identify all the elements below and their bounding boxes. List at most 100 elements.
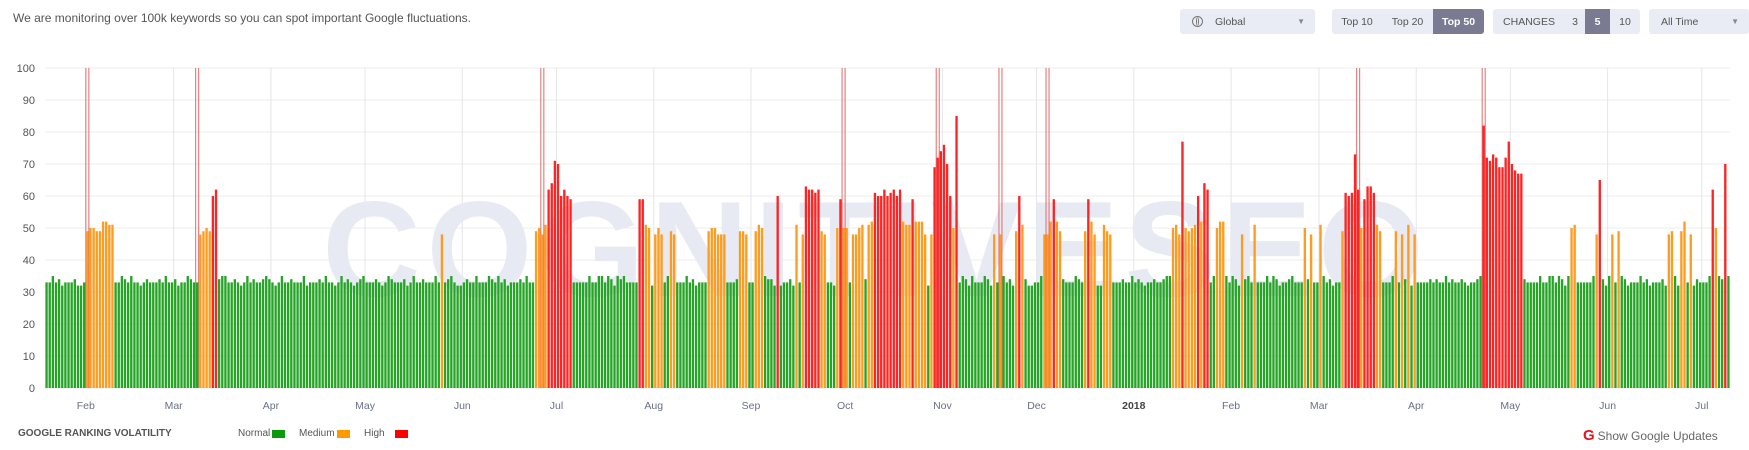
bar-high[interactable] bbox=[911, 199, 914, 388]
bar-normal[interactable] bbox=[1586, 282, 1589, 388]
bar-normal[interactable] bbox=[327, 282, 331, 388]
bar-medium[interactable] bbox=[1021, 224, 1024, 388]
bar-normal[interactable] bbox=[302, 276, 306, 388]
bar-normal[interactable] bbox=[1328, 279, 1332, 388]
bar-normal[interactable] bbox=[249, 282, 252, 388]
bar-medium[interactable] bbox=[854, 234, 858, 388]
google-update-marker[interactable] bbox=[841, 68, 846, 388]
bar-normal[interactable] bbox=[67, 282, 70, 388]
bar-normal[interactable] bbox=[465, 279, 469, 388]
bar-normal[interactable] bbox=[1322, 276, 1325, 388]
bar-normal[interactable] bbox=[1457, 282, 1460, 388]
bar-normal[interactable] bbox=[252, 279, 255, 388]
bar-normal[interactable] bbox=[1388, 282, 1391, 388]
bar-normal[interactable] bbox=[1140, 282, 1143, 388]
bar-normal[interactable] bbox=[61, 285, 64, 388]
bar-normal[interactable] bbox=[1287, 279, 1291, 388]
bar-normal[interactable] bbox=[290, 279, 293, 388]
bar-normal[interactable] bbox=[1250, 282, 1253, 388]
bar-normal[interactable] bbox=[365, 282, 368, 388]
bar-normal[interactable] bbox=[352, 285, 356, 388]
bar-normal[interactable] bbox=[196, 282, 199, 388]
bar-normal[interactable] bbox=[334, 285, 337, 388]
bar-normal[interactable] bbox=[986, 279, 990, 388]
bar-normal[interactable] bbox=[528, 282, 531, 388]
bar-medium[interactable] bbox=[1319, 224, 1322, 388]
bar-normal[interactable] bbox=[1532, 282, 1536, 388]
bar-medium[interactable] bbox=[111, 224, 114, 388]
google-update-marker[interactable] bbox=[935, 68, 940, 388]
bar-normal[interactable] bbox=[1024, 279, 1027, 388]
google-update-marker[interactable] bbox=[195, 68, 200, 388]
bar-normal[interactable] bbox=[1335, 282, 1338, 388]
bar-high[interactable] bbox=[1485, 157, 1488, 388]
bar-normal[interactable] bbox=[221, 276, 224, 388]
bar-normal[interactable] bbox=[974, 282, 977, 388]
bar-normal[interactable] bbox=[989, 285, 993, 388]
bar-medium[interactable] bbox=[1058, 231, 1062, 388]
bar-medium[interactable] bbox=[908, 224, 911, 388]
bar-normal[interactable] bbox=[133, 282, 136, 388]
bar-normal[interactable] bbox=[227, 282, 230, 388]
tab-top-50[interactable]: Top 50 bbox=[1433, 9, 1484, 34]
show-google-updates-button[interactable]: G Show Google Updates bbox=[1583, 427, 1718, 444]
bar-normal[interactable] bbox=[1068, 282, 1071, 388]
bar-normal[interactable] bbox=[277, 282, 280, 388]
bar-normal[interactable] bbox=[603, 282, 607, 388]
bar-medium[interactable] bbox=[1303, 228, 1306, 388]
bar-normal[interactable] bbox=[1313, 282, 1316, 388]
bar-normal[interactable] bbox=[531, 282, 535, 388]
bar-normal[interactable] bbox=[126, 282, 130, 388]
bar-normal[interactable] bbox=[958, 282, 961, 388]
bar-high[interactable] bbox=[945, 164, 949, 388]
bar-normal[interactable] bbox=[616, 276, 619, 388]
bar-normal[interactable] bbox=[1454, 282, 1457, 388]
bar-medium[interactable] bbox=[914, 221, 917, 388]
bar-medium[interactable] bbox=[199, 234, 202, 388]
bar-normal[interactable] bbox=[1435, 279, 1438, 388]
bar-high[interactable] bbox=[641, 199, 644, 388]
bar-normal[interactable] bbox=[650, 285, 654, 388]
bar-normal[interactable] bbox=[591, 282, 594, 388]
bar-medium[interactable] bbox=[952, 228, 955, 388]
bar-normal[interactable] bbox=[729, 282, 732, 388]
bar-normal[interactable] bbox=[1127, 282, 1131, 388]
bar-high[interactable] bbox=[1504, 157, 1507, 388]
bar-high[interactable] bbox=[1495, 157, 1498, 388]
bar-high[interactable] bbox=[804, 186, 808, 388]
bar-normal[interactable] bbox=[578, 282, 582, 388]
bar-normal[interactable] bbox=[434, 276, 437, 388]
bar-medium[interactable] bbox=[1171, 228, 1175, 388]
bar-medium[interactable] bbox=[538, 228, 541, 388]
bar-normal[interactable] bbox=[186, 276, 189, 388]
bar-normal[interactable] bbox=[1247, 276, 1250, 388]
bar-normal[interactable] bbox=[625, 282, 629, 388]
bar-normal[interactable] bbox=[305, 285, 309, 388]
bar-normal[interactable] bbox=[418, 282, 422, 388]
bar-high[interactable] bbox=[1196, 196, 1200, 388]
bar-high[interactable] bbox=[880, 196, 883, 388]
bar-normal[interactable] bbox=[1338, 282, 1341, 388]
bar-normal[interactable] bbox=[76, 285, 80, 388]
bar-normal[interactable] bbox=[503, 279, 506, 388]
bar-high[interactable] bbox=[1517, 173, 1520, 388]
bar-normal[interactable] bbox=[371, 282, 375, 388]
bar-normal[interactable] bbox=[1529, 282, 1532, 388]
bar-normal[interactable] bbox=[459, 285, 462, 388]
bar-normal[interactable] bbox=[1629, 282, 1633, 388]
bar-medium[interactable] bbox=[836, 228, 839, 388]
bar-normal[interactable] bbox=[688, 282, 691, 388]
bar-normal[interactable] bbox=[964, 279, 968, 388]
bar-normal[interactable] bbox=[447, 279, 450, 388]
bar-normal[interactable] bbox=[1582, 282, 1586, 388]
bar-normal[interactable] bbox=[1137, 279, 1140, 388]
bar-medium[interactable] bbox=[541, 234, 544, 388]
bar-high[interactable] bbox=[955, 116, 958, 388]
bar-normal[interactable] bbox=[443, 282, 447, 388]
bar-medium[interactable] bbox=[1253, 224, 1256, 388]
bar-medium[interactable] bbox=[1309, 234, 1313, 388]
bar-normal[interactable] bbox=[79, 285, 83, 388]
bar-medium[interactable] bbox=[202, 231, 205, 388]
bar-normal[interactable] bbox=[525, 276, 528, 388]
bar-normal[interactable] bbox=[478, 282, 481, 388]
